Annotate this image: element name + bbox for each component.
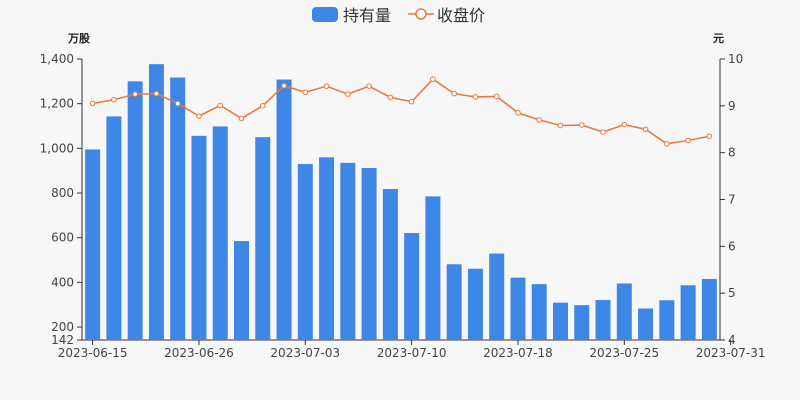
- price-point: [578, 122, 585, 128]
- bar: [85, 149, 101, 340]
- bar: [106, 116, 122, 341]
- right-tick-label: 5: [728, 286, 736, 300]
- bar: [467, 268, 483, 340]
- price-point: [600, 129, 606, 135]
- price-point: [472, 94, 479, 100]
- bar: [340, 162, 356, 340]
- price-line: [92, 78, 710, 145]
- price-point: [706, 133, 713, 140]
- bar: [276, 79, 292, 340]
- price-point: [111, 96, 117, 103]
- bar: [319, 157, 335, 340]
- x-tick-label: 2023-07-31: [696, 346, 766, 360]
- right-tick-label: 7: [728, 193, 736, 207]
- bar: [127, 81, 143, 341]
- bar: [616, 283, 632, 340]
- legend-label-holdings[interactable]: 持有量: [343, 6, 391, 25]
- price-point: [408, 98, 415, 105]
- bar: [531, 284, 547, 340]
- price-point: [493, 93, 500, 100]
- bar: [553, 302, 568, 340]
- price-point: [132, 91, 138, 97]
- left-tick-label: 200: [51, 320, 74, 334]
- bar: [404, 233, 420, 340]
- bar: [701, 279, 717, 340]
- price-point: [281, 82, 287, 89]
- x-tick-label: 2023-07-18: [483, 346, 553, 360]
- right-tick-label: 10: [728, 52, 743, 66]
- price-point: [451, 90, 457, 97]
- price-point: [153, 90, 160, 97]
- bar: [297, 163, 313, 340]
- left-axis-unit: 万股: [67, 32, 91, 45]
- legend-marker-close-price[interactable]: [415, 8, 427, 20]
- legend[interactable]: 持有量 收盘价: [312, 6, 485, 25]
- right-tick-label: 9: [728, 99, 736, 113]
- bar: [425, 196, 441, 340]
- x-tick-label: 2023-06-26: [164, 346, 234, 360]
- price-point: [515, 110, 521, 116]
- bar: [191, 135, 207, 340]
- price-point: [685, 137, 691, 144]
- x-tick-label: 2023-07-10: [377, 346, 447, 360]
- price-point: [323, 83, 330, 89]
- right-tick-label: 4: [728, 333, 736, 347]
- left-tick-label: 400: [51, 275, 74, 289]
- bar: [595, 300, 611, 340]
- bar: [489, 253, 505, 340]
- price-point: [238, 115, 245, 122]
- price-point: [217, 102, 224, 109]
- price-point: [642, 126, 649, 133]
- bar-series-holdings: [85, 64, 717, 341]
- bar: [382, 189, 398, 340]
- left-tick-label: 142: [51, 333, 74, 347]
- line-series-close-price: [89, 76, 713, 147]
- price-point: [536, 117, 543, 123]
- price-point: [89, 100, 96, 107]
- bar: [212, 126, 228, 340]
- legend-swatch-holdings[interactable]: [312, 7, 338, 22]
- bar: [148, 64, 164, 341]
- left-tick-label: 600: [51, 231, 74, 245]
- price-point: [387, 94, 394, 101]
- left-tick-label: 1,400: [40, 52, 74, 66]
- x-tick-label: 2023-06-15: [58, 346, 128, 360]
- price-point: [196, 113, 202, 119]
- bar: [574, 305, 590, 340]
- bar: [446, 264, 462, 340]
- right-tick-label: 6: [728, 239, 736, 253]
- bar: [510, 277, 526, 340]
- right-axis-unit: 元: [713, 32, 724, 45]
- bar: [170, 77, 186, 341]
- left-tick-label: 1,000: [40, 141, 74, 155]
- price-point: [174, 100, 181, 107]
- right-tick-label: 8: [728, 146, 736, 160]
- price-point: [302, 89, 309, 96]
- bar: [638, 308, 654, 340]
- price-point: [259, 103, 266, 109]
- bar: [659, 300, 675, 340]
- bar: [680, 285, 696, 340]
- price-point: [557, 122, 564, 129]
- price-point: [366, 83, 372, 89]
- bar: [255, 137, 271, 340]
- left-tick-label: 1,200: [40, 97, 74, 111]
- x-tick-label: 2023-07-03: [270, 346, 340, 360]
- price-point: [430, 76, 436, 82]
- legend-label-close-price[interactable]: 收盘价: [437, 6, 485, 25]
- price-point: [621, 121, 628, 128]
- price-point: [345, 91, 351, 97]
- left-tick-label: 800: [51, 186, 74, 200]
- bar: [234, 241, 249, 340]
- price-point: [664, 140, 670, 147]
- x-tick-label: 2023-07-25: [589, 346, 659, 360]
- bar: [361, 168, 377, 340]
